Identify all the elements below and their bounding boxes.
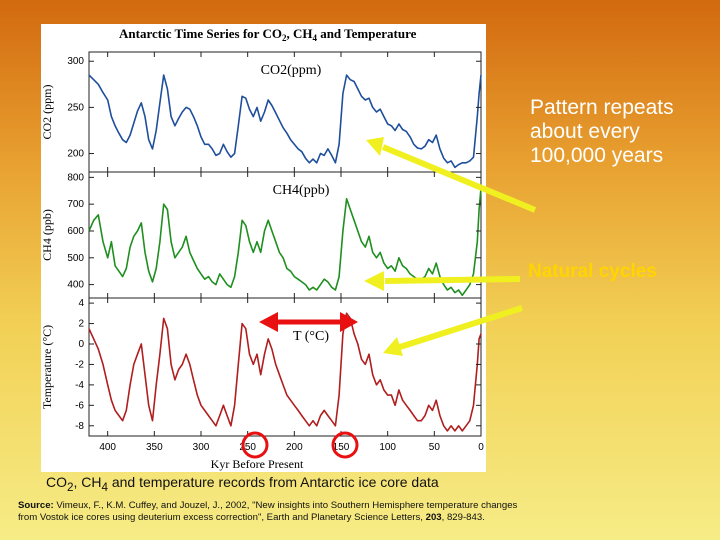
- x-tick-label: 400: [99, 442, 116, 453]
- caption-sub: 2: [67, 480, 74, 494]
- y-tick-label: 800: [67, 172, 84, 183]
- y-tick-label: 4: [78, 298, 84, 309]
- x-tick-label: 50: [429, 442, 441, 453]
- source-label: Source:: [18, 500, 54, 511]
- panel-1: 400 500 600 700 800 CH4(ppb) CH4 (ppb): [41, 171, 482, 299]
- y-axis-label: CO2 (ppm): [41, 85, 54, 140]
- y-axis-label: CH4 (ppb): [41, 209, 54, 261]
- y-tick-label: 500: [67, 253, 84, 264]
- x-tick-label: 150: [333, 442, 350, 453]
- source-citation: Source: Vimeux, F., K.M. Cuffey, and Jou…: [18, 500, 528, 524]
- panel-0: 200 250 300 CO2(ppm) CO2 (ppm): [41, 51, 482, 173]
- figure-caption: CO2, CH4 and temperature records from An…: [46, 474, 439, 494]
- natural-cycles-note: Natural cycles: [528, 261, 657, 282]
- series-line-1: [88, 188, 482, 297]
- y-tick-label: 300: [67, 56, 84, 67]
- pattern-note: Pattern repeats about every 100,000 year…: [530, 96, 674, 167]
- antarctic-chart: Antarctic Time Series for CO2, CH4 and T…: [41, 24, 486, 472]
- panel-name: CH4(ppb): [273, 183, 330, 198]
- x-tick-label: 100: [379, 442, 396, 453]
- caption-sub: 4: [101, 480, 108, 494]
- source-pages: , 829-843.: [441, 512, 485, 523]
- x-tick-label: 350: [146, 442, 163, 453]
- y-tick-label: -4: [75, 380, 84, 391]
- chart-svg: Antarctic Time Series for CO2, CH4 and T…: [41, 26, 484, 471]
- y-tick-label: 2: [78, 319, 84, 330]
- y-tick-label: 0: [78, 339, 84, 350]
- x-tick-label: 250: [239, 442, 256, 453]
- y-tick-label: 400: [67, 280, 84, 291]
- y-axis-label: Temperature (°C): [41, 325, 54, 409]
- source-volume: 203: [425, 512, 442, 523]
- x-tick-label: 0: [478, 442, 484, 453]
- series-line-0: [88, 74, 482, 169]
- caption-part: , CH: [73, 474, 102, 490]
- x-axis: 400 350 300 250 200 150 100 50 0: [99, 52, 484, 453]
- panel-name: T (°C): [293, 329, 329, 344]
- source-text: Vimeux, F., K.M. Cuffey, and Jouzel, J.,…: [18, 500, 518, 523]
- y-tick-label: 250: [67, 102, 84, 113]
- y-tick-label: 600: [67, 226, 84, 237]
- y-tick-label: 200: [67, 149, 84, 160]
- panels: 200 250 300 CO2(ppm) CO2 (ppm) 400 500 600 700 80…: [41, 51, 482, 437]
- x-axis-label: Kyr Before Present: [211, 457, 304, 471]
- caption-part: CO: [46, 474, 67, 490]
- caption-part: and temperature records from Antarctic i…: [107, 474, 439, 490]
- y-tick-label: 700: [67, 199, 84, 210]
- y-tick-label: -2: [75, 359, 84, 370]
- panel-frame: [88, 297, 482, 437]
- y-tick-label: -6: [75, 400, 84, 411]
- panel-name: CO2(ppm): [261, 63, 322, 78]
- chart-title: Antarctic Time Series for CO2, CH4 and T…: [119, 26, 417, 43]
- panel-2: -8 -6 -4 -2 0 2 4 T (°C) Temperature (°C): [41, 297, 482, 437]
- series-line-2: [88, 312, 482, 432]
- y-tick-label: -8: [75, 421, 84, 432]
- x-tick-label: 300: [193, 442, 210, 453]
- x-tick-label: 200: [286, 442, 303, 453]
